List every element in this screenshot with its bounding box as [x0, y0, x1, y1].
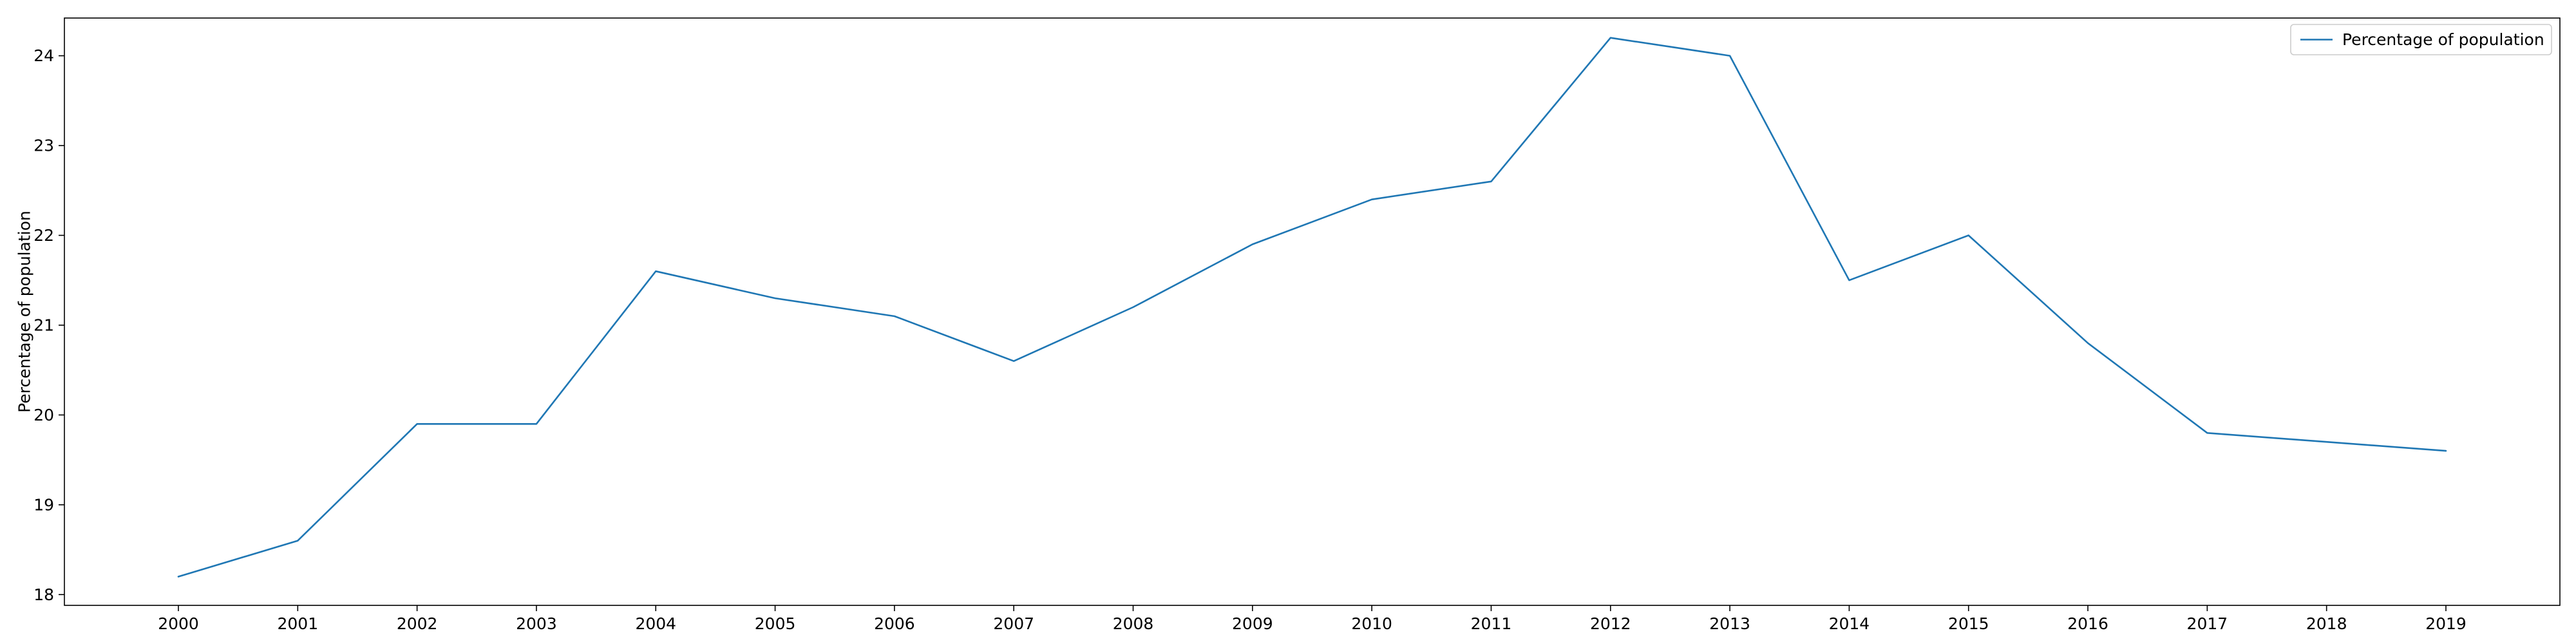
series-line [177, 37, 2447, 578]
plot-area [64, 17, 2561, 606]
x-tick-label: 2012 [1590, 614, 1631, 633]
x-tick-label: 2003 [516, 614, 557, 633]
x-tick-label: 2014 [1829, 614, 1870, 633]
x-tick-label: 2000 [158, 614, 199, 633]
y-tick-label: 24 [33, 46, 54, 65]
legend-box [2290, 24, 2552, 55]
x-tick-label: 2006 [874, 614, 915, 633]
x-tick-label: 2019 [2425, 614, 2467, 633]
y-tick-label: 21 [33, 316, 54, 334]
x-tick-label: 2016 [2067, 614, 2108, 633]
y-tick-label: 22 [33, 226, 54, 245]
y-tick-label: 20 [33, 406, 54, 424]
y-tick-label: 23 [33, 137, 54, 155]
y-axis-label: Percentage of population [15, 211, 34, 413]
x-tick-label: 2007 [993, 614, 1034, 633]
y-axis: 18 19 20 21 22 23 24 [33, 46, 64, 604]
x-tick-label: 2013 [1709, 614, 1750, 633]
x-tick-label: 2009 [1232, 614, 1273, 633]
x-tick-label: 2018 [2306, 614, 2347, 633]
y-tick-label: 19 [33, 495, 54, 514]
x-tick-label: 2015 [1948, 614, 1989, 633]
y-tick-label: 18 [33, 585, 54, 604]
x-tick-label: 2010 [1351, 614, 1392, 633]
x-axis: 2000 2001 2002 2003 2004 2005 2006 2007 2008 2009… [158, 605, 2467, 633]
x-tick-label: 2004 [635, 614, 676, 633]
legend-label: Percentage of population [2342, 30, 2544, 49]
x-tick-label: 2008 [1113, 614, 1154, 633]
x-tick-label: 2002 [397, 614, 438, 633]
series-group [177, 37, 2447, 578]
x-tick-label: 2005 [755, 614, 796, 633]
plot-frame [64, 17, 2561, 606]
x-tick-label: 2001 [278, 614, 319, 633]
x-tick-label: 2011 [1471, 614, 1512, 633]
x-tick-label: 2017 [2187, 614, 2228, 633]
legend: Percentage of population [2290, 24, 2552, 55]
